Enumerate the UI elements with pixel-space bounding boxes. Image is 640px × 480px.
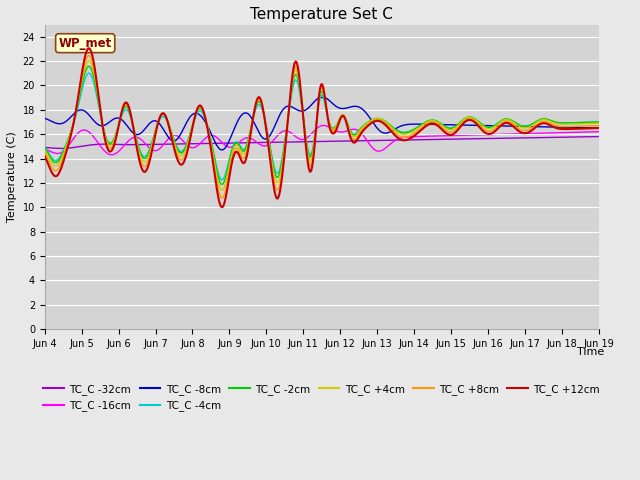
Text: Time: Time — [577, 348, 604, 357]
Title: Temperature Set C: Temperature Set C — [250, 7, 393, 22]
Y-axis label: Temperature (C): Temperature (C) — [7, 132, 17, 222]
Legend: TC_C -32cm, TC_C -16cm, TC_C -8cm, TC_C -4cm, TC_C -2cm, TC_C +4cm, TC_C +8cm, T: TC_C -32cm, TC_C -16cm, TC_C -8cm, TC_C … — [39, 380, 604, 415]
Text: WP_met: WP_met — [59, 36, 112, 50]
